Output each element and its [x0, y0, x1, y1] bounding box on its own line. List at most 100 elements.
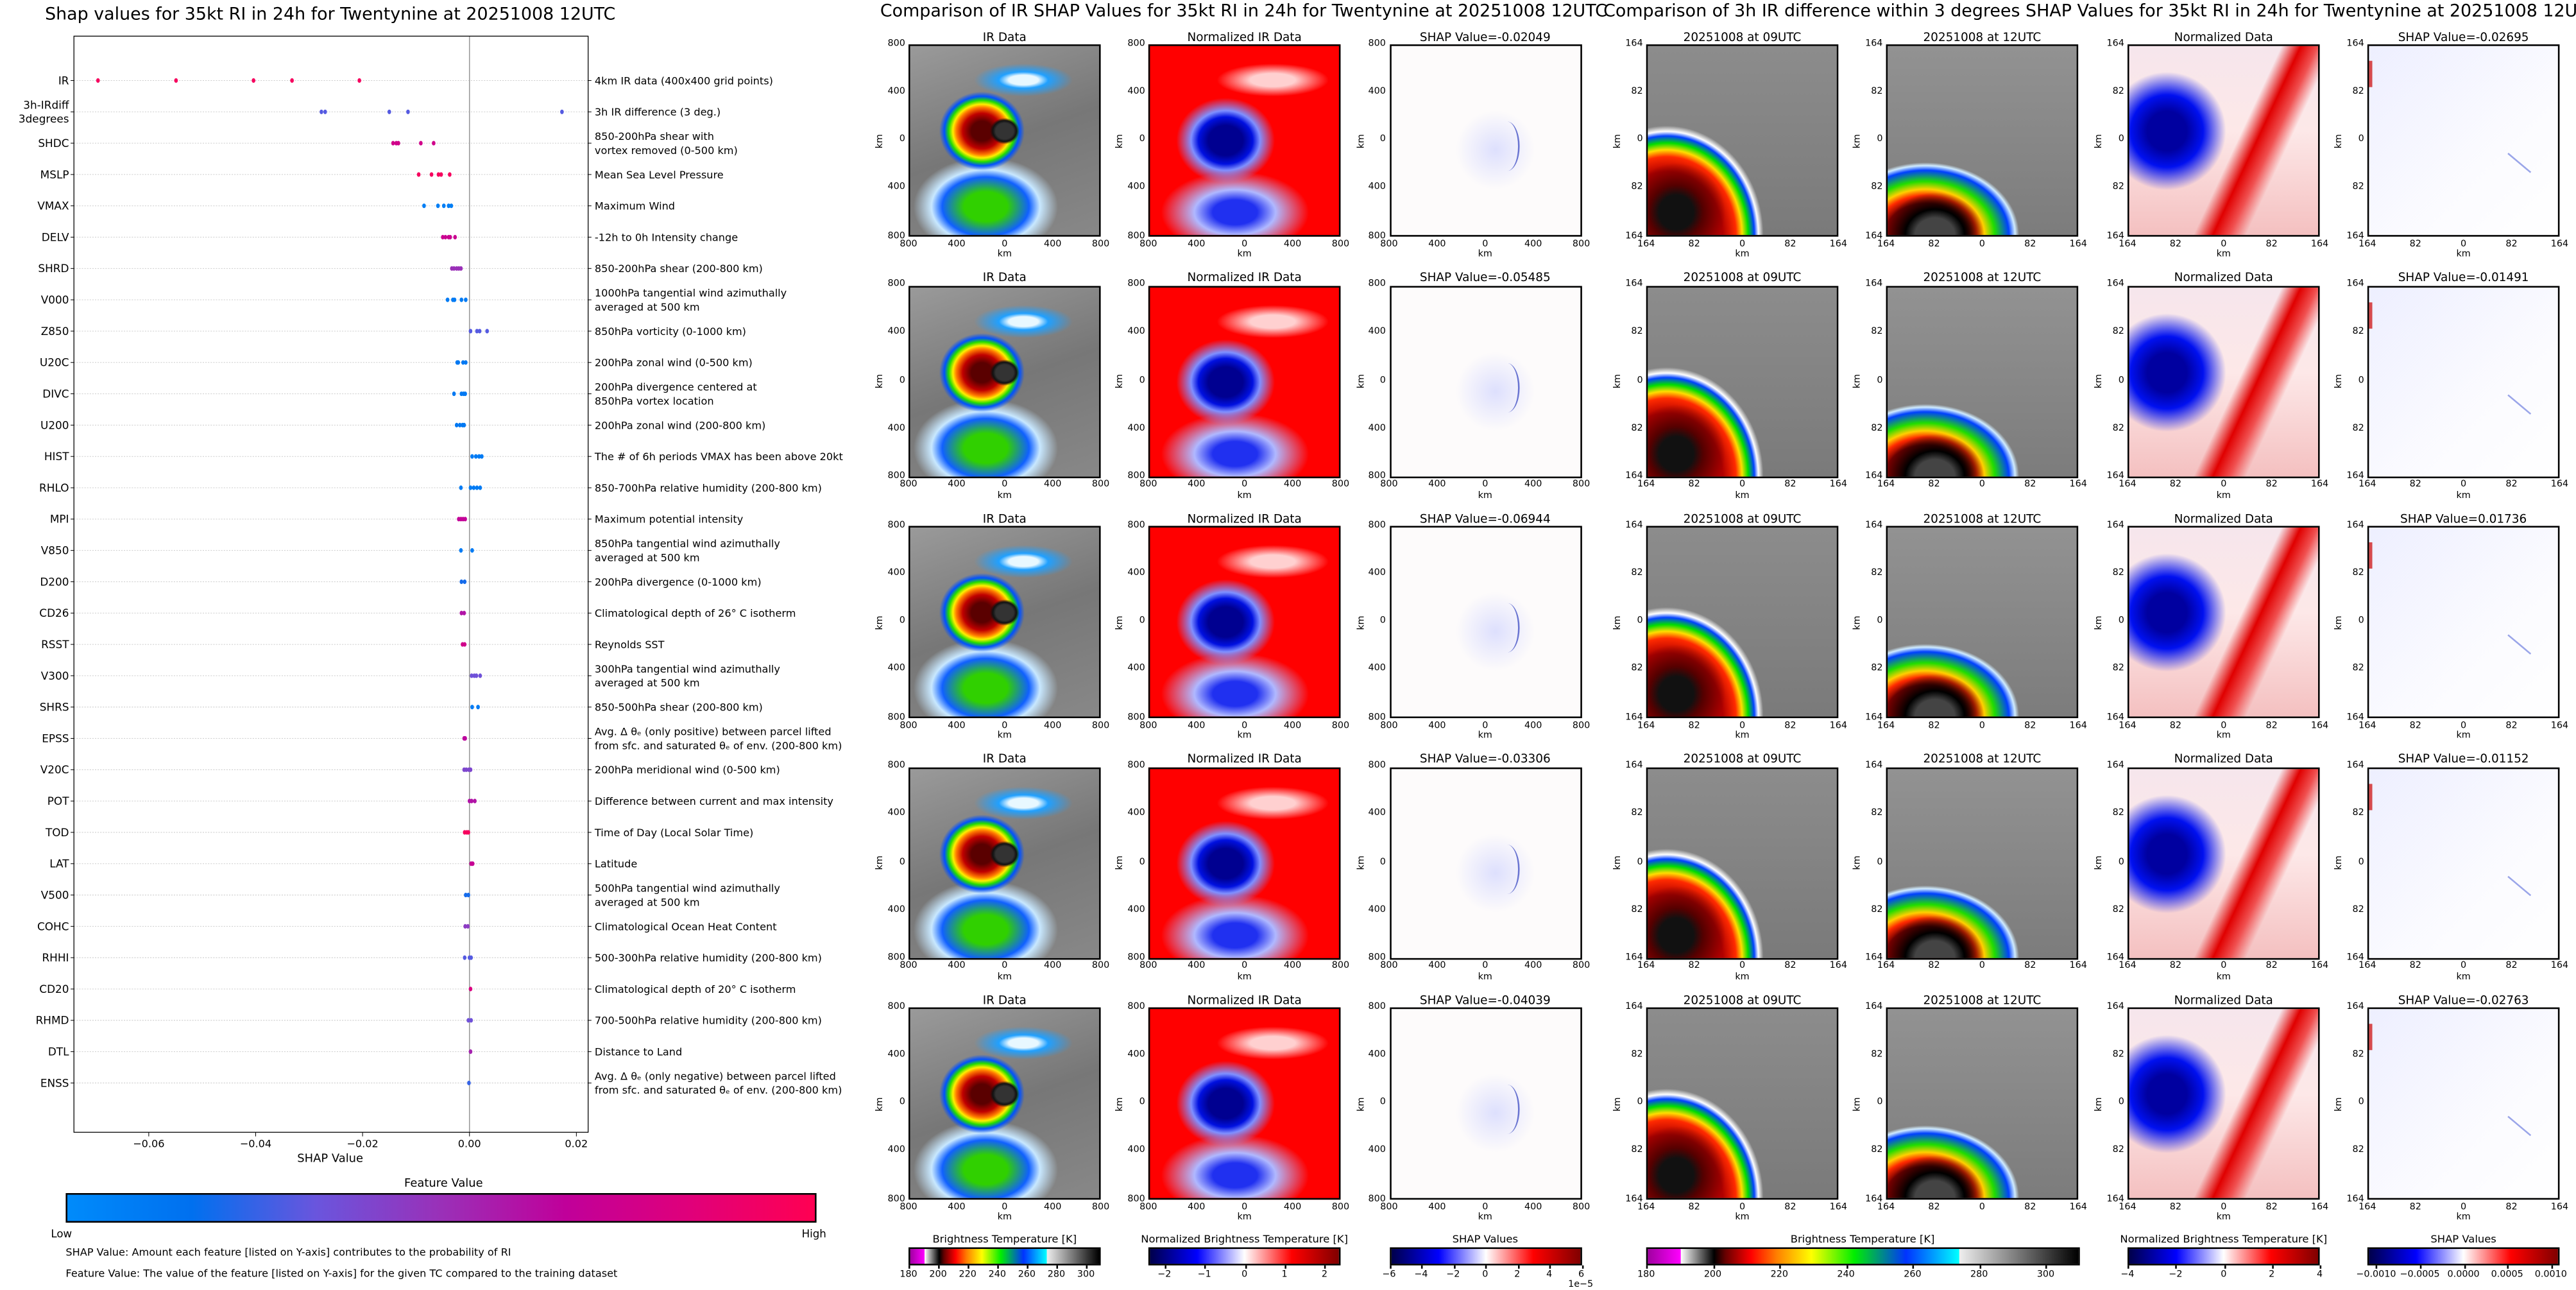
shap-point — [464, 297, 468, 302]
x-tick-label: 164 — [1877, 720, 1895, 731]
y-tick-label: 0 — [1877, 616, 1883, 627]
y-tick-label: 800 — [1368, 712, 1386, 723]
shap-point — [470, 548, 474, 553]
shap-point — [459, 610, 464, 615]
colorbar-tick-label: −1 — [1197, 1269, 1211, 1280]
y-tick-label: 0 — [1877, 1097, 1883, 1108]
normalized-diff-image — [2127, 285, 2320, 477]
y-tick-label: 800 — [1368, 279, 1386, 290]
y-tick-label: 400 — [887, 1050, 905, 1060]
x-tick-label: 800 — [900, 239, 917, 249]
feature-description: Maximum potential intensity — [595, 513, 744, 526]
panel-title: 20251008 at 09UTC — [1683, 269, 1802, 284]
y-axis-label: km — [2334, 374, 2344, 389]
y-tick-label: 164 — [2106, 1194, 2124, 1205]
colorbar-tick — [997, 1265, 998, 1269]
panel-title: IR Data — [982, 992, 1027, 1007]
panel-title: SHAP Value=0.01736 — [2400, 510, 2527, 526]
feature-label-shdc: SHDC — [38, 137, 69, 150]
feature-description: Mean Sea Level Pressure — [595, 169, 724, 181]
x-tick-label: 800 — [1091, 720, 1110, 731]
x-axis-label: km — [2456, 731, 2471, 741]
shap-point — [468, 329, 473, 334]
y-tick-label: 164 — [2346, 39, 2364, 49]
y-tick-label: 164 — [2106, 231, 2124, 241]
y-tick-label: 82 — [2112, 905, 2124, 916]
ir-shap-image — [1388, 1007, 1582, 1200]
x-tick-label: 400 — [1283, 961, 1302, 972]
y-tick-label: 82 — [1871, 183, 1883, 193]
shap-point — [477, 329, 482, 334]
x-tick-label: 82 — [1784, 239, 1796, 249]
x-tick-label: 400 — [1044, 479, 1062, 490]
x-tick-label: 82 — [1784, 720, 1796, 731]
y-tick-label: 400 — [1368, 1050, 1386, 1060]
x-tick-label: 82 — [2265, 239, 2278, 249]
normalized-ir-image — [1148, 44, 1341, 237]
y-axis-label: km — [1115, 856, 1126, 870]
shap-edge-mark — [2369, 61, 2373, 88]
x-tick-label: 82 — [2409, 961, 2421, 972]
y-tick-label: 82 — [1871, 424, 1883, 434]
x-tick-label: 82 — [1784, 1202, 1796, 1212]
ir-data-image — [908, 766, 1101, 959]
y-tick-label: 82 — [1871, 664, 1883, 675]
x-tick-label: 400 — [948, 479, 966, 490]
feature-description: vortex removed (0-500 km) — [595, 144, 738, 157]
x-axis-label: km — [1735, 1212, 1750, 1223]
normalized-ir-image — [1148, 1007, 1341, 1200]
colorbar-tick — [1324, 1265, 1326, 1269]
normalized-ir-image — [1148, 766, 1341, 959]
y-axis-label: km — [2094, 374, 2105, 389]
x-tick-label: 82 — [2505, 720, 2518, 731]
y-tick-label: 164 — [1625, 39, 1643, 49]
colorbar-high-label: High — [801, 1227, 826, 1241]
panel-title: SHAP Value=-0.02695 — [2398, 28, 2529, 44]
shap-point — [459, 548, 463, 553]
x-tick-label: 164 — [2069, 961, 2087, 972]
y-tick-label: 82 — [2352, 1146, 2364, 1157]
panel-title: Normalized IR Data — [1187, 28, 1302, 44]
colorbar-tick — [1979, 1265, 1980, 1269]
x-tick-label: 0 — [1002, 961, 1008, 972]
shap-point — [397, 141, 400, 146]
x-tick-label: 800 — [1331, 239, 1350, 249]
y-tick-label: 0 — [2118, 616, 2124, 627]
colorbar-bwr — [1148, 1247, 1341, 1266]
y-tick-label: 800 — [1127, 1002, 1145, 1012]
x-tick-label: 164 — [2358, 961, 2376, 972]
y-axis-label: km — [2334, 856, 2344, 870]
x-tick-label: 400 — [948, 1202, 966, 1212]
x-tick-label: 800 — [1091, 961, 1110, 972]
x-tick-label: 0 — [2221, 1202, 2227, 1212]
diff-shap-image — [2367, 1007, 2560, 1200]
y-tick-label: 0 — [1139, 375, 1145, 386]
x-axis-label: km — [1478, 731, 1492, 741]
x-tick-label: 82 — [2505, 1202, 2518, 1212]
x-tick-label: 0.00 — [458, 1137, 481, 1149]
colorbar-tick-label: 0 — [2221, 1269, 2227, 1280]
y-tick-label: 0 — [1637, 375, 1643, 386]
y-tick-label: 0 — [2358, 616, 2364, 627]
shap-point — [252, 78, 255, 83]
x-axis-label: km — [997, 731, 1012, 741]
colorbar-tick-label: 180 — [1637, 1269, 1655, 1280]
x-tick-label: 164 — [2358, 239, 2376, 249]
y-tick-label: 82 — [1631, 568, 1643, 579]
colorbar-tick-label: 4 — [2317, 1269, 2323, 1280]
feature-description: Latitude — [595, 858, 637, 870]
colorbar-tick — [1388, 1265, 1390, 1269]
colorbar-tick — [1517, 1265, 1518, 1269]
y-tick-label: 400 — [1368, 424, 1386, 434]
y-tick-label: 82 — [1871, 87, 1883, 97]
feature-label-rsst: RSST — [41, 638, 69, 651]
y-tick-label: 82 — [1631, 424, 1643, 434]
shap-point — [462, 422, 466, 427]
x-tick-label: 800 — [1380, 961, 1398, 972]
y-tick-label: 164 — [2106, 761, 2124, 771]
x-tick-label: 0 — [1979, 961, 1985, 972]
normalized-ir-image — [1148, 526, 1341, 718]
ir-12utc-image — [1886, 766, 2079, 959]
y-tick-label: 0 — [899, 857, 905, 868]
